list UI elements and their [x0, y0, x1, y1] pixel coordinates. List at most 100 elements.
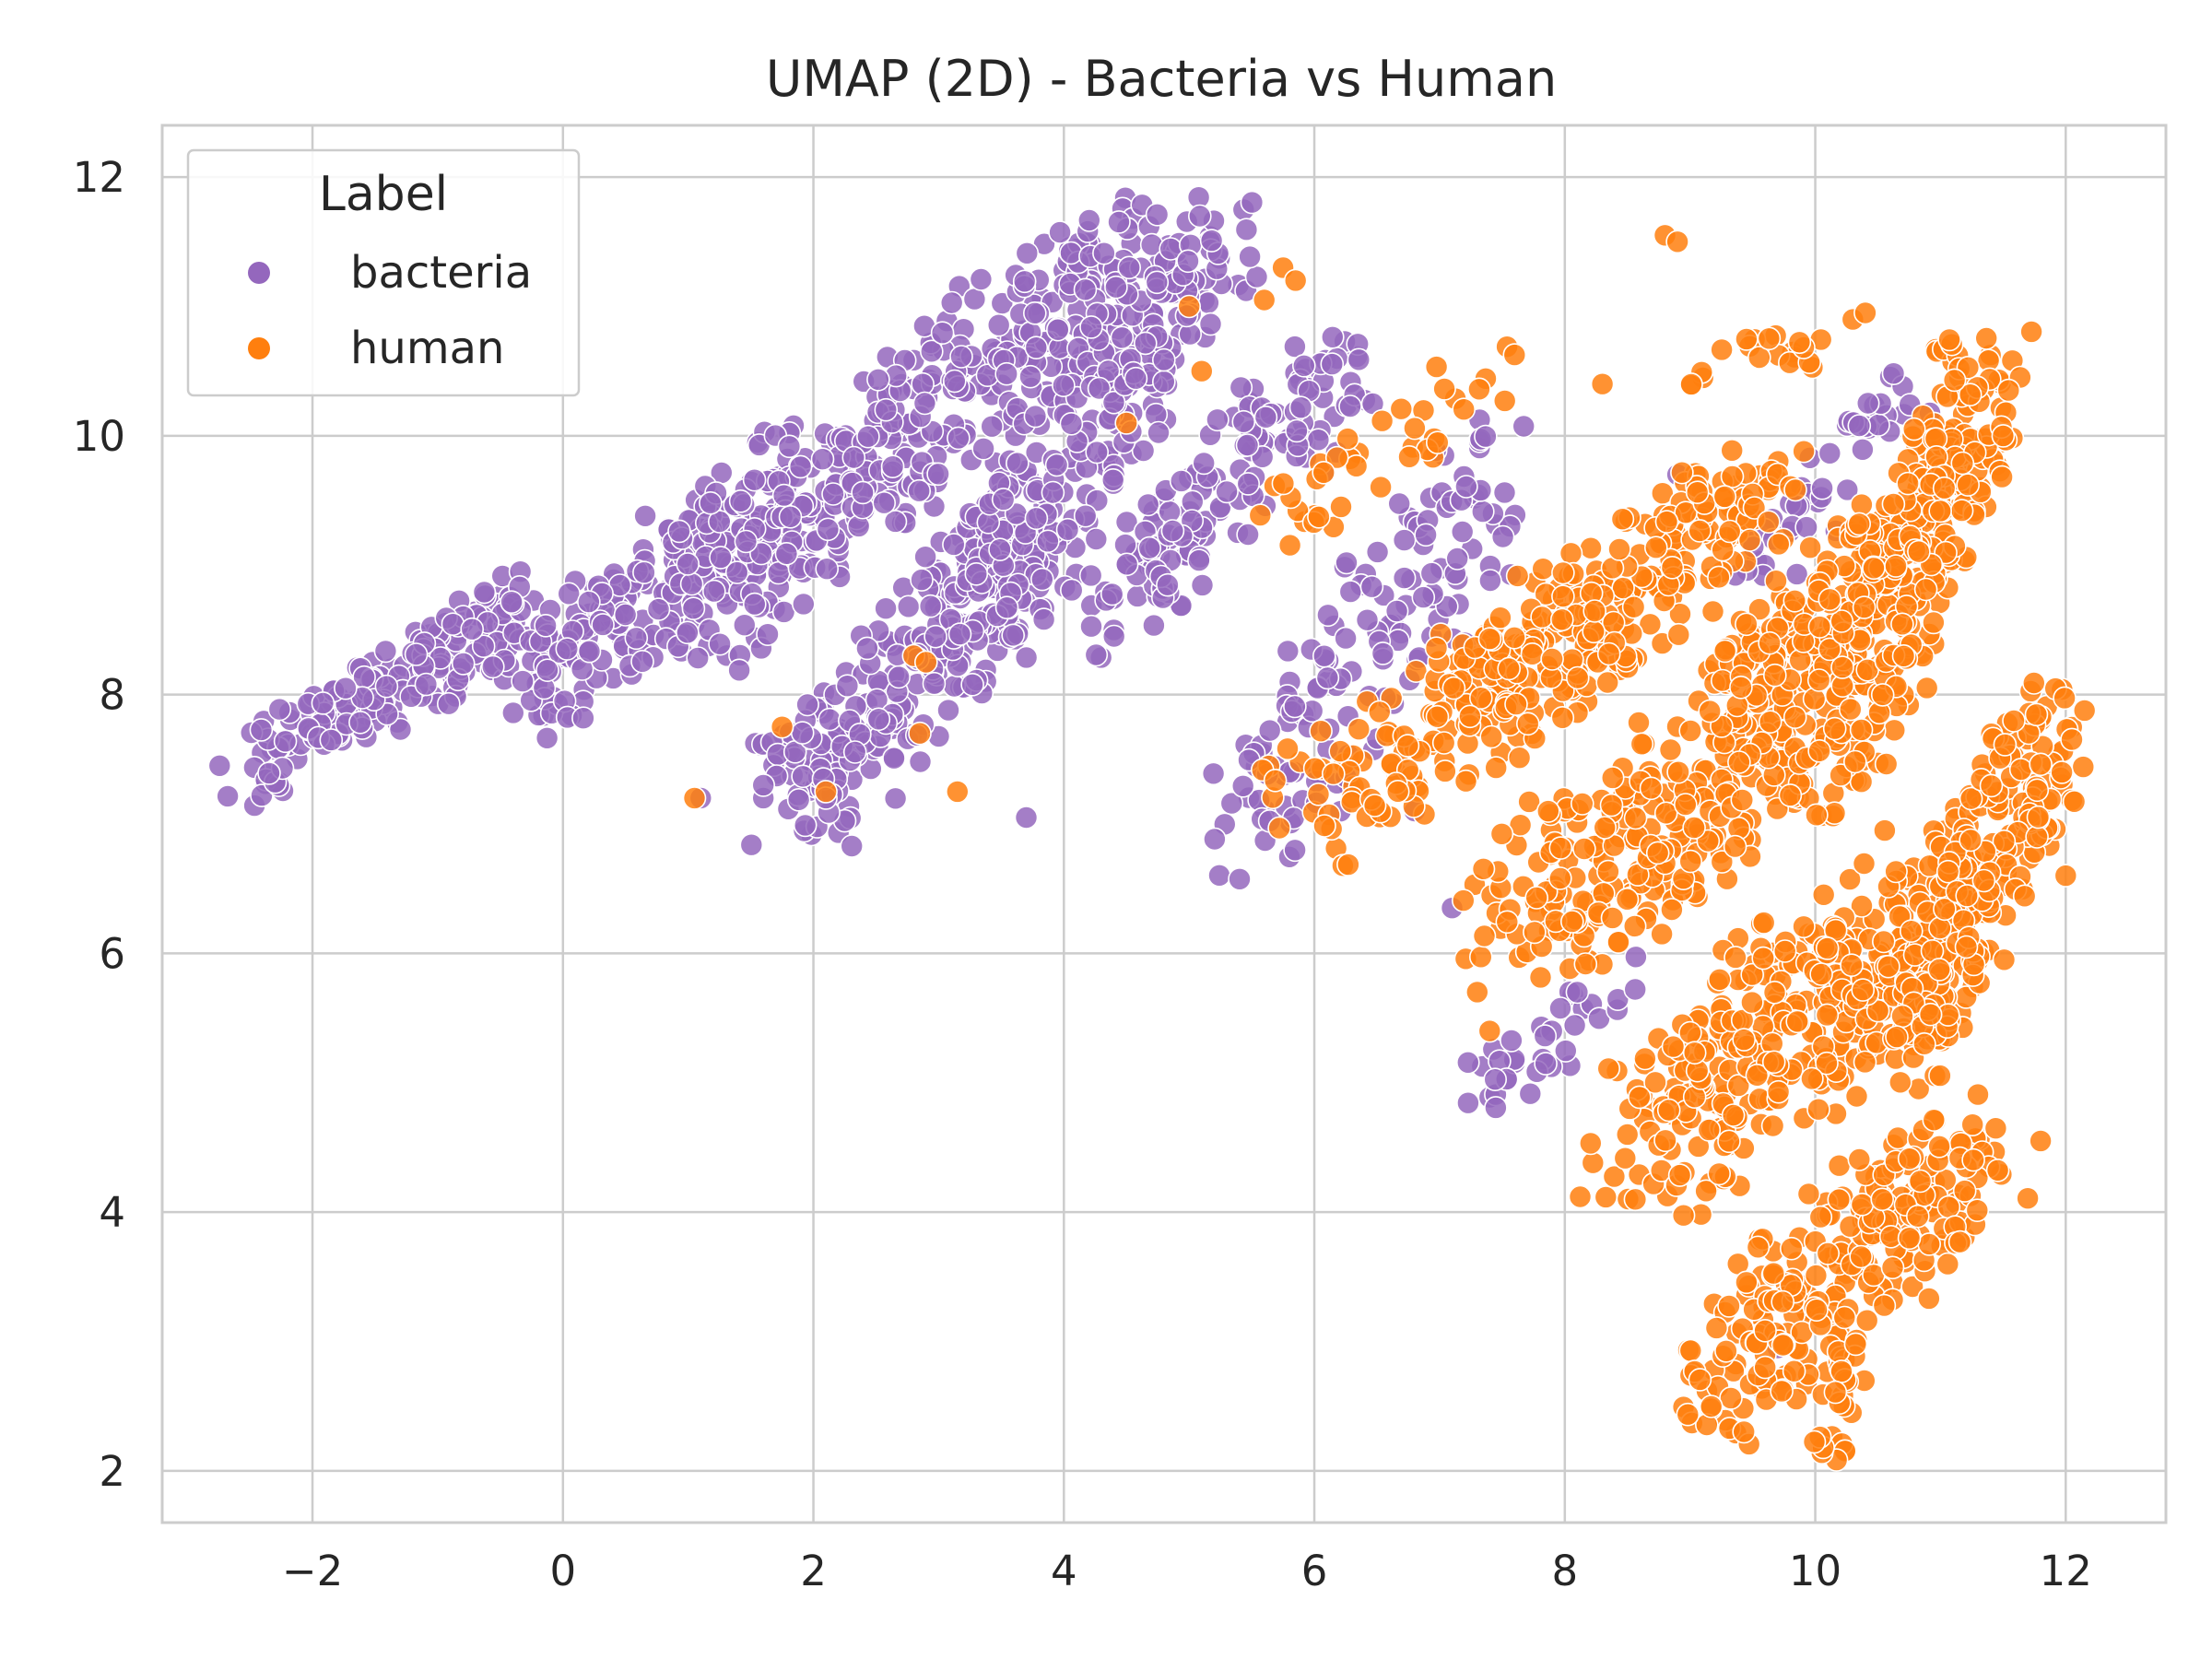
data-point-bacteria [388, 717, 413, 742]
data-point-human [1952, 1179, 1977, 1203]
data-point-bacteria [216, 784, 240, 808]
data-point-human [1177, 294, 1201, 319]
data-point-human [1782, 1359, 1806, 1383]
data-point-bacteria [835, 674, 860, 699]
data-point-human [1678, 849, 1702, 874]
data-point-bacteria [1285, 418, 1309, 443]
data-point-human [1850, 1193, 1875, 1217]
data-point-human [2026, 805, 2051, 830]
data-point-human [1843, 1332, 1868, 1357]
data-point-bacteria [947, 622, 972, 646]
data-point-bacteria [907, 478, 932, 503]
data-point-human [1936, 1252, 1960, 1277]
data-point-bacteria [1046, 317, 1070, 342]
data-point-bacteria [790, 721, 815, 745]
data-point-human [1395, 734, 1420, 758]
data-point-human [1818, 637, 1841, 662]
data-point-human [1966, 1082, 1990, 1107]
data-point-human [1949, 499, 1974, 523]
data-point-human [1908, 1169, 1933, 1194]
data-point-bacteria [751, 773, 776, 797]
data-point-human [1452, 397, 1476, 422]
data-point-human [1397, 444, 1421, 469]
data-point-bacteria [930, 321, 955, 346]
data-point-human [1700, 599, 1725, 624]
data-point-bacteria [1124, 366, 1148, 391]
data-point-human [1890, 1004, 1914, 1029]
y-tick-label: 2 [99, 1447, 125, 1496]
data-point-bacteria [874, 596, 898, 621]
data-point-bacteria [1230, 773, 1255, 798]
data-point-human [1707, 1161, 1731, 1186]
data-point-bacteria [1240, 190, 1265, 215]
data-point-bacteria [1052, 373, 1076, 398]
data-point-bacteria [1060, 578, 1084, 603]
data-point-human [1758, 710, 1783, 735]
data-point-human [1599, 793, 1624, 818]
data-point-human [1783, 705, 1807, 730]
data-point-human [1610, 507, 1635, 532]
data-point-human [1735, 612, 1759, 637]
data-point-bacteria [1818, 441, 1842, 465]
data-point-human [1723, 834, 1747, 859]
data-point-human [2053, 686, 2077, 711]
data-point-bacteria [249, 718, 274, 742]
x-tick-label: 10 [1789, 1547, 1841, 1595]
data-point-human [1495, 910, 1520, 935]
data-point-bacteria [676, 620, 700, 645]
data-point-human [1965, 1198, 1990, 1222]
data-point-human [1829, 763, 1853, 787]
data-point-bacteria [500, 590, 524, 615]
data-point-human [1453, 769, 1478, 794]
data-point-human [1961, 1147, 1985, 1172]
y-tick-label: 6 [99, 929, 125, 978]
data-point-human [1595, 670, 1619, 695]
data-point-human [1735, 327, 1759, 351]
data-point-human [1710, 850, 1735, 874]
data-point-human [1778, 783, 1803, 807]
data-point-bacteria [1316, 603, 1340, 628]
data-point-human [1818, 587, 1842, 612]
data-point-bacteria [742, 592, 767, 617]
data-point-bacteria [1315, 665, 1340, 690]
data-point-human [913, 650, 938, 675]
data-point-bacteria [699, 490, 723, 515]
data-point-bacteria [1084, 642, 1109, 667]
data-point-human [1719, 1386, 1743, 1410]
data-point-bacteria [632, 560, 656, 585]
data-point-bacteria [1312, 643, 1336, 668]
data-point-bacteria [734, 529, 759, 554]
data-point-human [1697, 1118, 1722, 1142]
data-point-human [1996, 378, 2021, 403]
data-point-bacteria [1283, 335, 1307, 359]
data-point-bacteria [1024, 335, 1049, 360]
data-point-human [1877, 954, 1900, 979]
data-point-bacteria [1188, 204, 1212, 229]
data-point-bacteria [334, 676, 358, 700]
data-point-human [1441, 676, 1466, 700]
data-point-bacteria [1565, 980, 1590, 1005]
data-point-human [1917, 1287, 1941, 1311]
data-point-human [1550, 705, 1575, 730]
data-point-bacteria [821, 482, 845, 506]
data-point-bacteria [1229, 375, 1253, 400]
data-point-human [1890, 612, 1914, 637]
data-point-human [1854, 1308, 1879, 1333]
data-point-human [1704, 1316, 1729, 1340]
data-point-human [1682, 816, 1706, 840]
data-point-bacteria [1478, 569, 1502, 593]
data-point-human [1955, 884, 1979, 908]
data-point-bacteria [1334, 626, 1358, 651]
data-point-human [1849, 1244, 1873, 1269]
data-point-bacteria [1059, 241, 1083, 265]
data-point-human [1507, 746, 1532, 771]
data-point-human [1757, 510, 1781, 535]
data-point-human [1762, 981, 1787, 1005]
data-point-human [1979, 773, 2004, 798]
data-point-human [1792, 914, 1816, 939]
data-point-human [1548, 836, 1573, 860]
data-point-bacteria [267, 697, 292, 722]
data-point-bacteria [679, 571, 704, 596]
data-point-human [1717, 1129, 1741, 1154]
data-point-bacteria [1283, 694, 1307, 719]
